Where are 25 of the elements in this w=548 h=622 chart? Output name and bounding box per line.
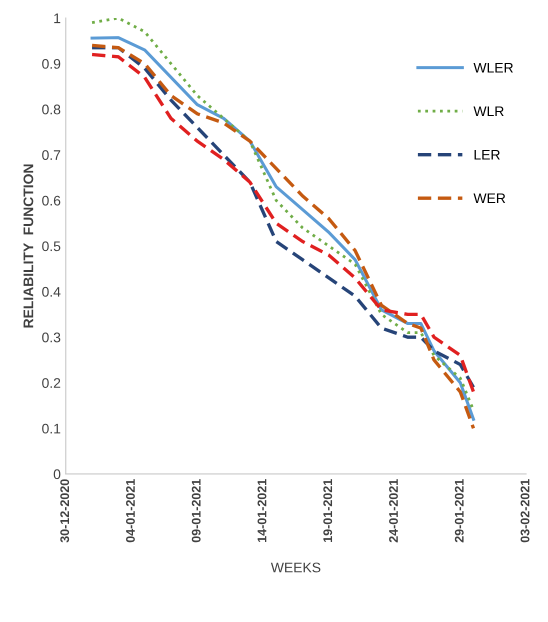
legend-label: LER xyxy=(474,150,500,160)
y-tick-label: 0.4 xyxy=(42,286,60,297)
y-tick-label: 0.8 xyxy=(42,104,60,114)
legend-label: WLER xyxy=(474,62,513,73)
y-tick-label: 0.3 xyxy=(42,332,60,342)
x-tick-label: 24-01-2021 xyxy=(389,479,398,542)
y-tick-label: 0.6 xyxy=(42,196,60,206)
x-tick-label: 04-01-2021 xyxy=(126,479,135,542)
x-tick-label: 14-01-2021 xyxy=(258,479,266,542)
y-tick-label: 0.7 xyxy=(42,150,60,160)
y-tick-label: 0.1 xyxy=(42,424,60,434)
y-tick-label: 0.5 xyxy=(42,241,60,252)
legend-label: WLR xyxy=(474,106,504,116)
y-axis-title: RELIABILITY FUNCTION xyxy=(23,164,34,328)
x-tick-label: 19-01-2021 xyxy=(323,479,332,542)
x-tick-label: 09-01-2021 xyxy=(192,479,201,542)
y-tick-label: 1 xyxy=(54,14,60,24)
x-tick-label: 29-01-2021 xyxy=(454,479,464,542)
y-tick-label: 0.9 xyxy=(42,58,60,69)
y-tick-label: 0 xyxy=(54,469,60,480)
legend-label: WER xyxy=(474,193,506,204)
x-axis-title: WEEKS xyxy=(270,562,320,572)
x-tick-label: 03-02-2021 xyxy=(520,479,530,542)
y-tick-label: 0.2 xyxy=(42,378,60,388)
x-tick-label: 30-12-2020 xyxy=(60,479,70,542)
